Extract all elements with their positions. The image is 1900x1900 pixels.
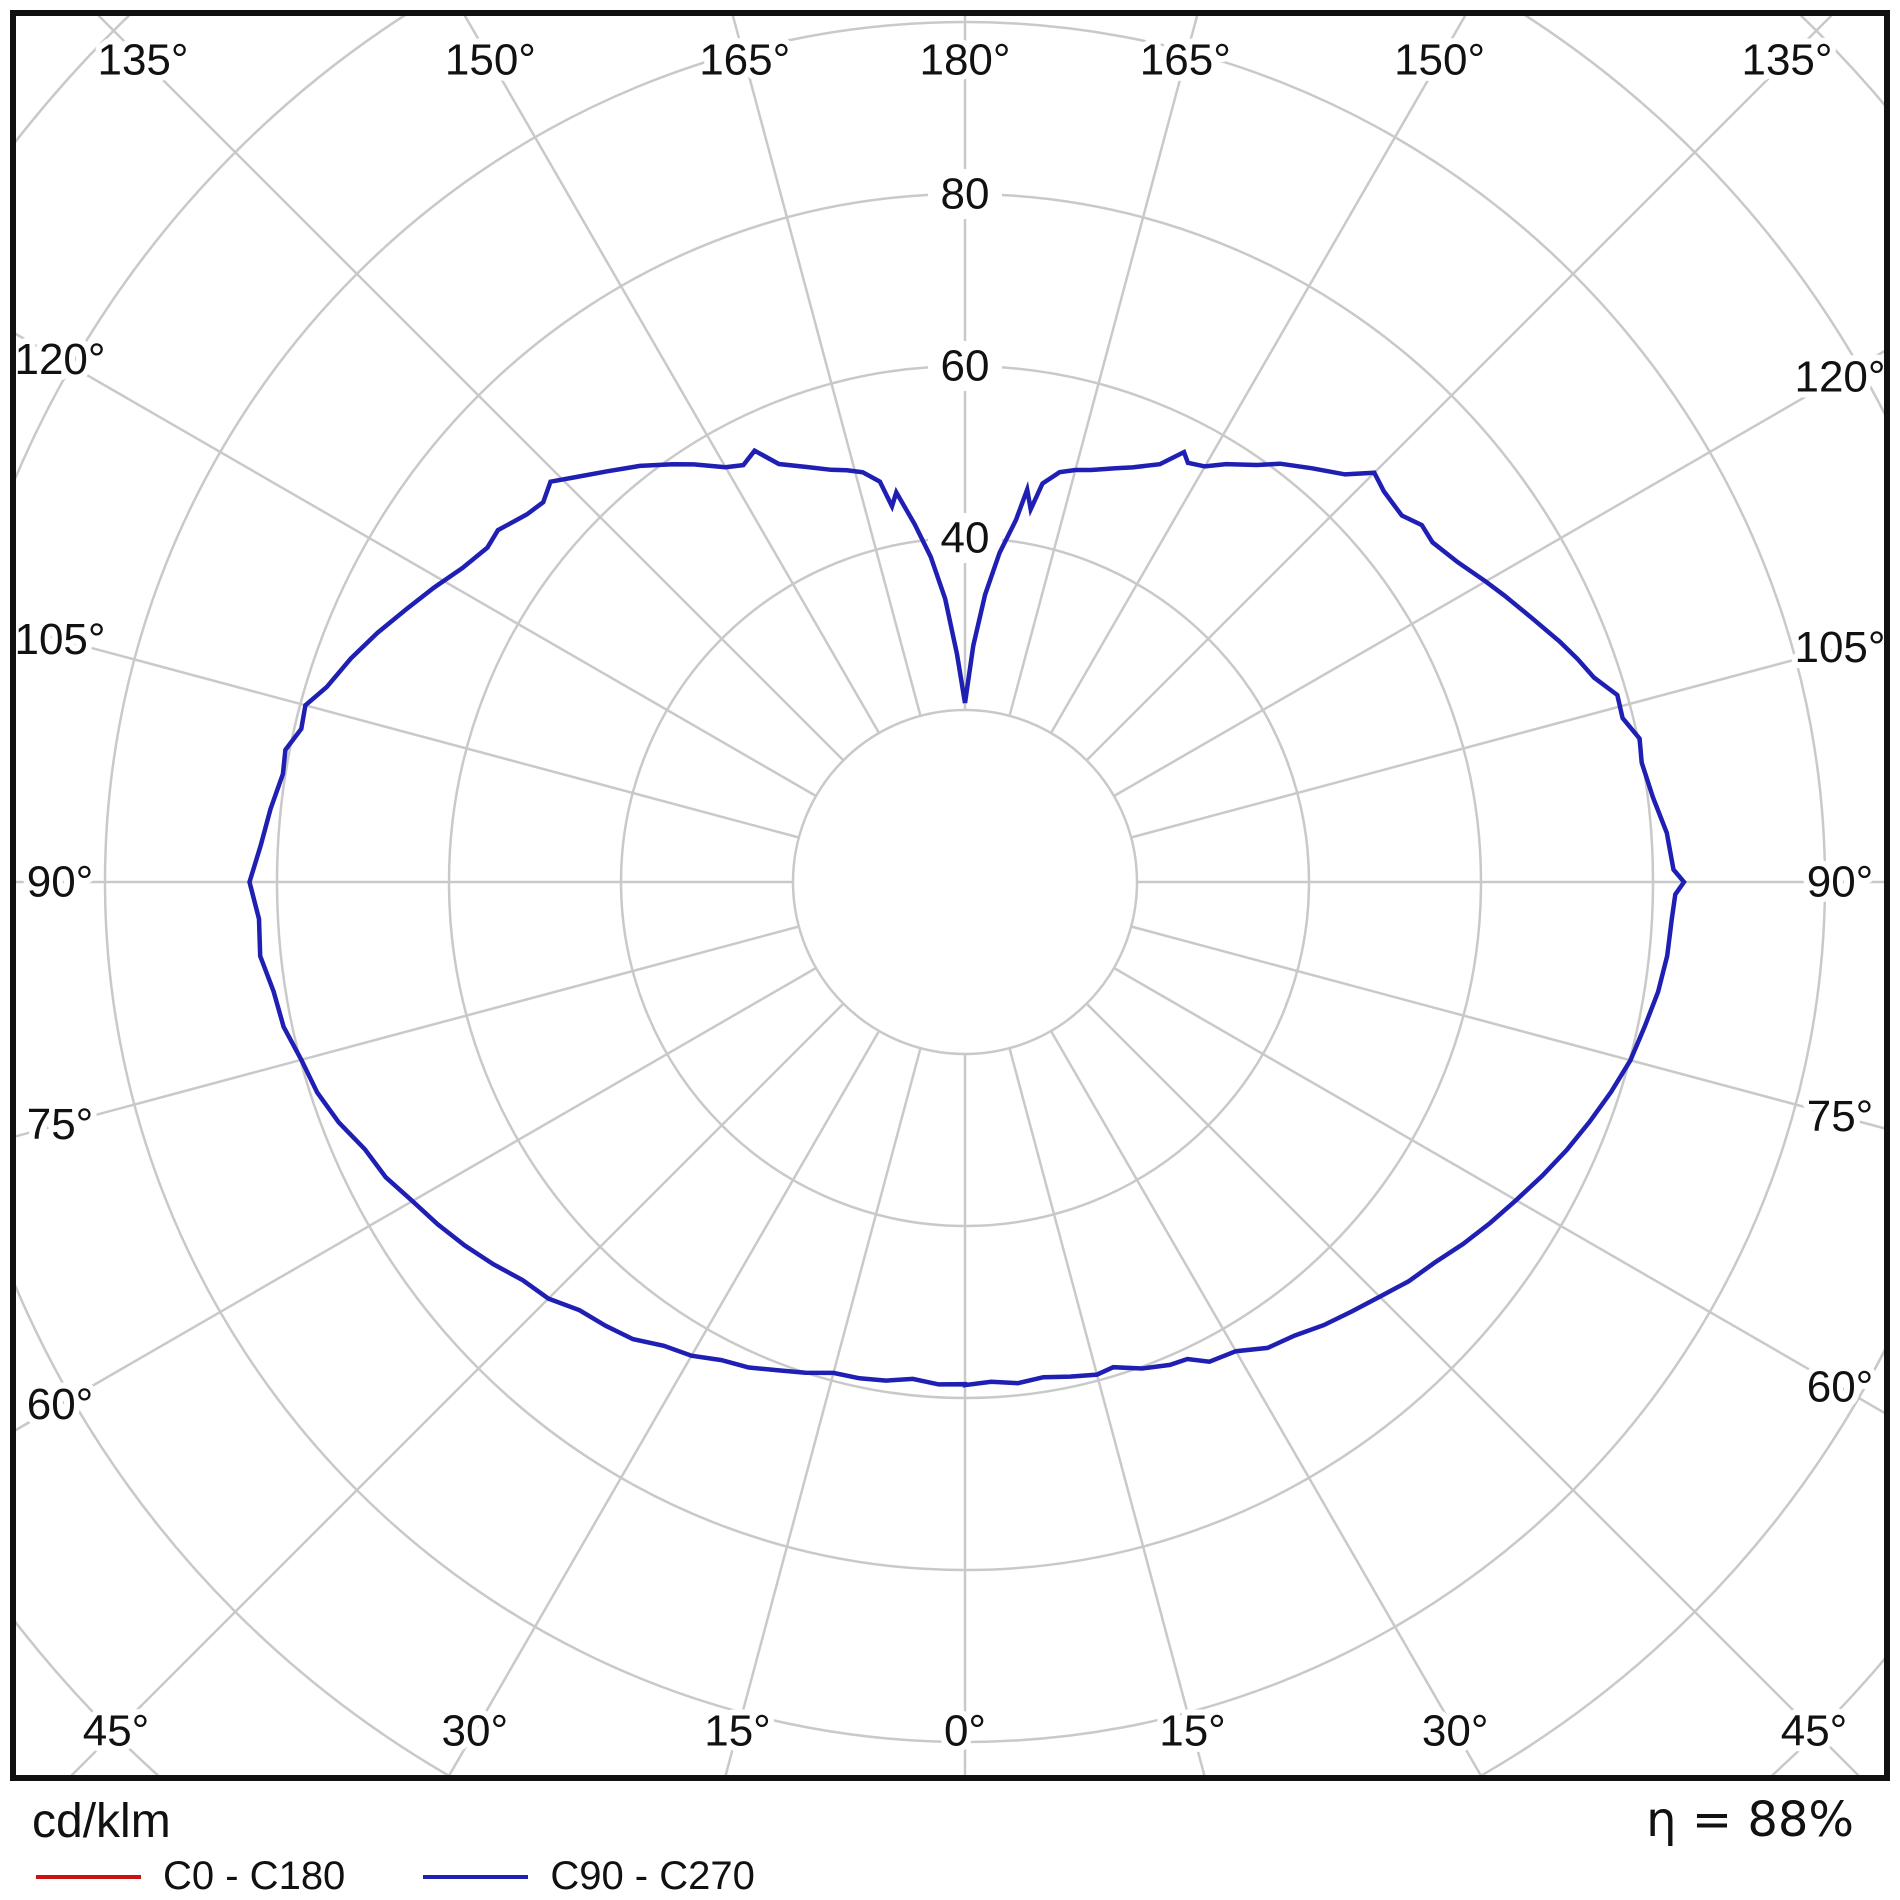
angle-label: 150° [1394,36,1485,85]
polar-grid-ray [1085,1002,1866,1781]
polar-grid-ray [10,966,817,1435]
angle-label: 165° [1140,36,1231,85]
angle-label: 105° [14,615,105,664]
radial-tick-label: 40 [941,514,990,563]
efficiency-label: η = 88% [1646,1792,1854,1848]
angle-label: 30° [1422,1707,1489,1756]
radial-tick-label: 60 [941,342,990,391]
angle-label: 75° [27,1100,94,1149]
polar-grid-ray [91,10,845,762]
angle-label: 150° [445,36,536,85]
angle-label: 105° [1794,623,1885,672]
radial-tick-label: 80 [941,170,990,219]
polar-grid-ray [10,925,800,1140]
legend: C0 - C180 C90 - C270 [36,1854,755,1899]
polar-chart: 40 60 80 0° 15° 15° 30° 30° 45° 45° 60° 60° 75° 75° 90… [10,10,1890,1781]
angle-label: 15° [704,1707,771,1756]
angle-label: 165° [699,36,790,85]
angle-label: 45° [1781,1707,1848,1756]
polar-grid-ray [1130,632,1890,839]
angle-label: 120° [1794,352,1885,401]
polar-grid-ray [1049,10,1470,734]
polar-grid-ray [1113,966,1890,1418]
distribution-curve [247,447,1687,1388]
radial-tick-bg [928,513,1002,563]
angle-label: 135° [97,36,188,85]
angle-label: 45° [83,1707,150,1756]
angle-label: 60° [27,1380,94,1429]
angle-label: 90° [1807,858,1874,907]
angle-label: 90° [27,858,94,907]
polar-grid-ray [722,1047,922,1781]
angle-label: 135° [1741,36,1832,85]
polar-grid-ray [460,10,881,734]
polar-grid-ray [1113,346,1890,798]
legend-item-c90-c270: C90 - C270 [423,1854,755,1899]
polar-grid-ray [1008,1047,1208,1781]
unit-label: cd/klm [32,1795,171,1848]
plot-background [10,10,1890,1781]
angle-label: 0° [944,1707,986,1756]
legend-swatch-c0-c180 [36,1874,141,1879]
polar-grid-ray [1049,1030,1486,1781]
polar-grid-ray [64,1002,845,1781]
radial-tick-bg [928,341,1002,391]
angle-label: 30° [442,1707,509,1756]
legend-swatch-c90-c270 [423,1874,529,1879]
angle-label: 60° [1807,1363,1874,1412]
angle-label: 15° [1159,1707,1226,1756]
polar-grid-ray [1008,10,1200,717]
legend-item-c0-c180: C0 - C180 [36,1854,345,1899]
polar-grid-ray [444,1030,881,1781]
legend-label-c90-c270: C90 - C270 [550,1854,755,1898]
polar-grid-ray [730,10,922,717]
polar-grid-ray [1085,10,1839,762]
plot-border [10,10,1890,1781]
polar-grid-ray [10,329,817,798]
radial-tick-bg [928,169,1002,219]
angle-label: 180° [919,36,1010,85]
angle-label: 120° [14,335,105,384]
polar-grid-ray [1130,925,1890,1132]
polar-grid-ray [10,624,800,839]
angle-label: 75° [1807,1092,1874,1141]
legend-label-c0-c180: C0 - C180 [163,1854,346,1898]
